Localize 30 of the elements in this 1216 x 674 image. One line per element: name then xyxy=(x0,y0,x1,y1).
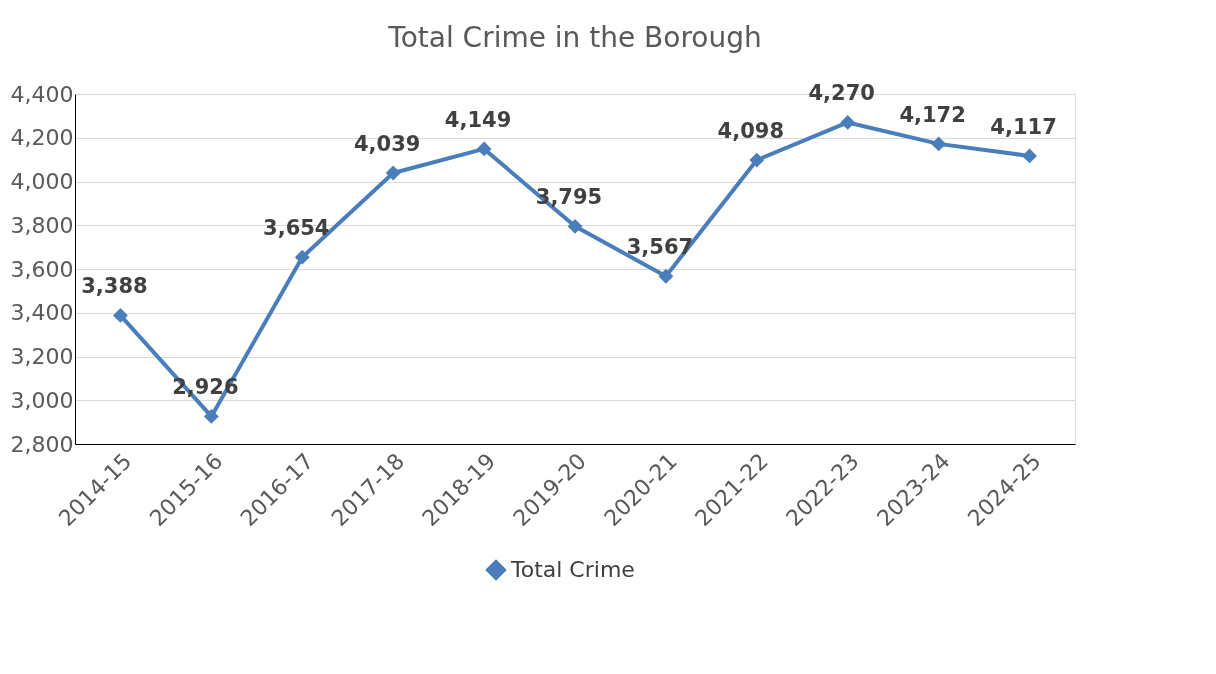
point xyxy=(567,218,583,234)
y-tick-label: 4,000 xyxy=(10,169,74,194)
point xyxy=(294,249,310,265)
y-tick-label: 2,800 xyxy=(10,431,74,457)
data-label: 3,654 xyxy=(263,216,330,241)
y-tick-label: 3,600 xyxy=(10,256,74,282)
y-tick-label: 3,400 xyxy=(10,300,74,326)
data-label: 4,098 xyxy=(717,119,785,144)
point xyxy=(476,141,492,157)
point xyxy=(203,409,219,424)
point xyxy=(385,165,401,181)
legend-label: Total Crime xyxy=(510,557,635,582)
data-label: 4,117 xyxy=(990,114,1057,139)
point xyxy=(658,268,674,284)
y-tick-label: 3,800 xyxy=(10,212,74,238)
point xyxy=(931,136,947,152)
y-tick-label: 4,400 xyxy=(10,81,74,107)
point xyxy=(840,115,856,130)
data-label: 4,270 xyxy=(808,81,875,106)
data-label: 3,388 xyxy=(81,274,148,299)
chart-title: Total Crime in the Borough xyxy=(387,21,762,54)
point xyxy=(1022,148,1037,164)
point xyxy=(113,307,128,323)
data-label: 4,149 xyxy=(444,107,512,132)
y-tick-label: 3,200 xyxy=(10,344,74,369)
y-tick-label: 3,000 xyxy=(10,387,74,413)
data-label: 4,172 xyxy=(899,102,966,127)
y-tick-label: 4,200 xyxy=(10,125,74,151)
data-label: 4,039 xyxy=(353,131,421,156)
point xyxy=(749,152,765,168)
